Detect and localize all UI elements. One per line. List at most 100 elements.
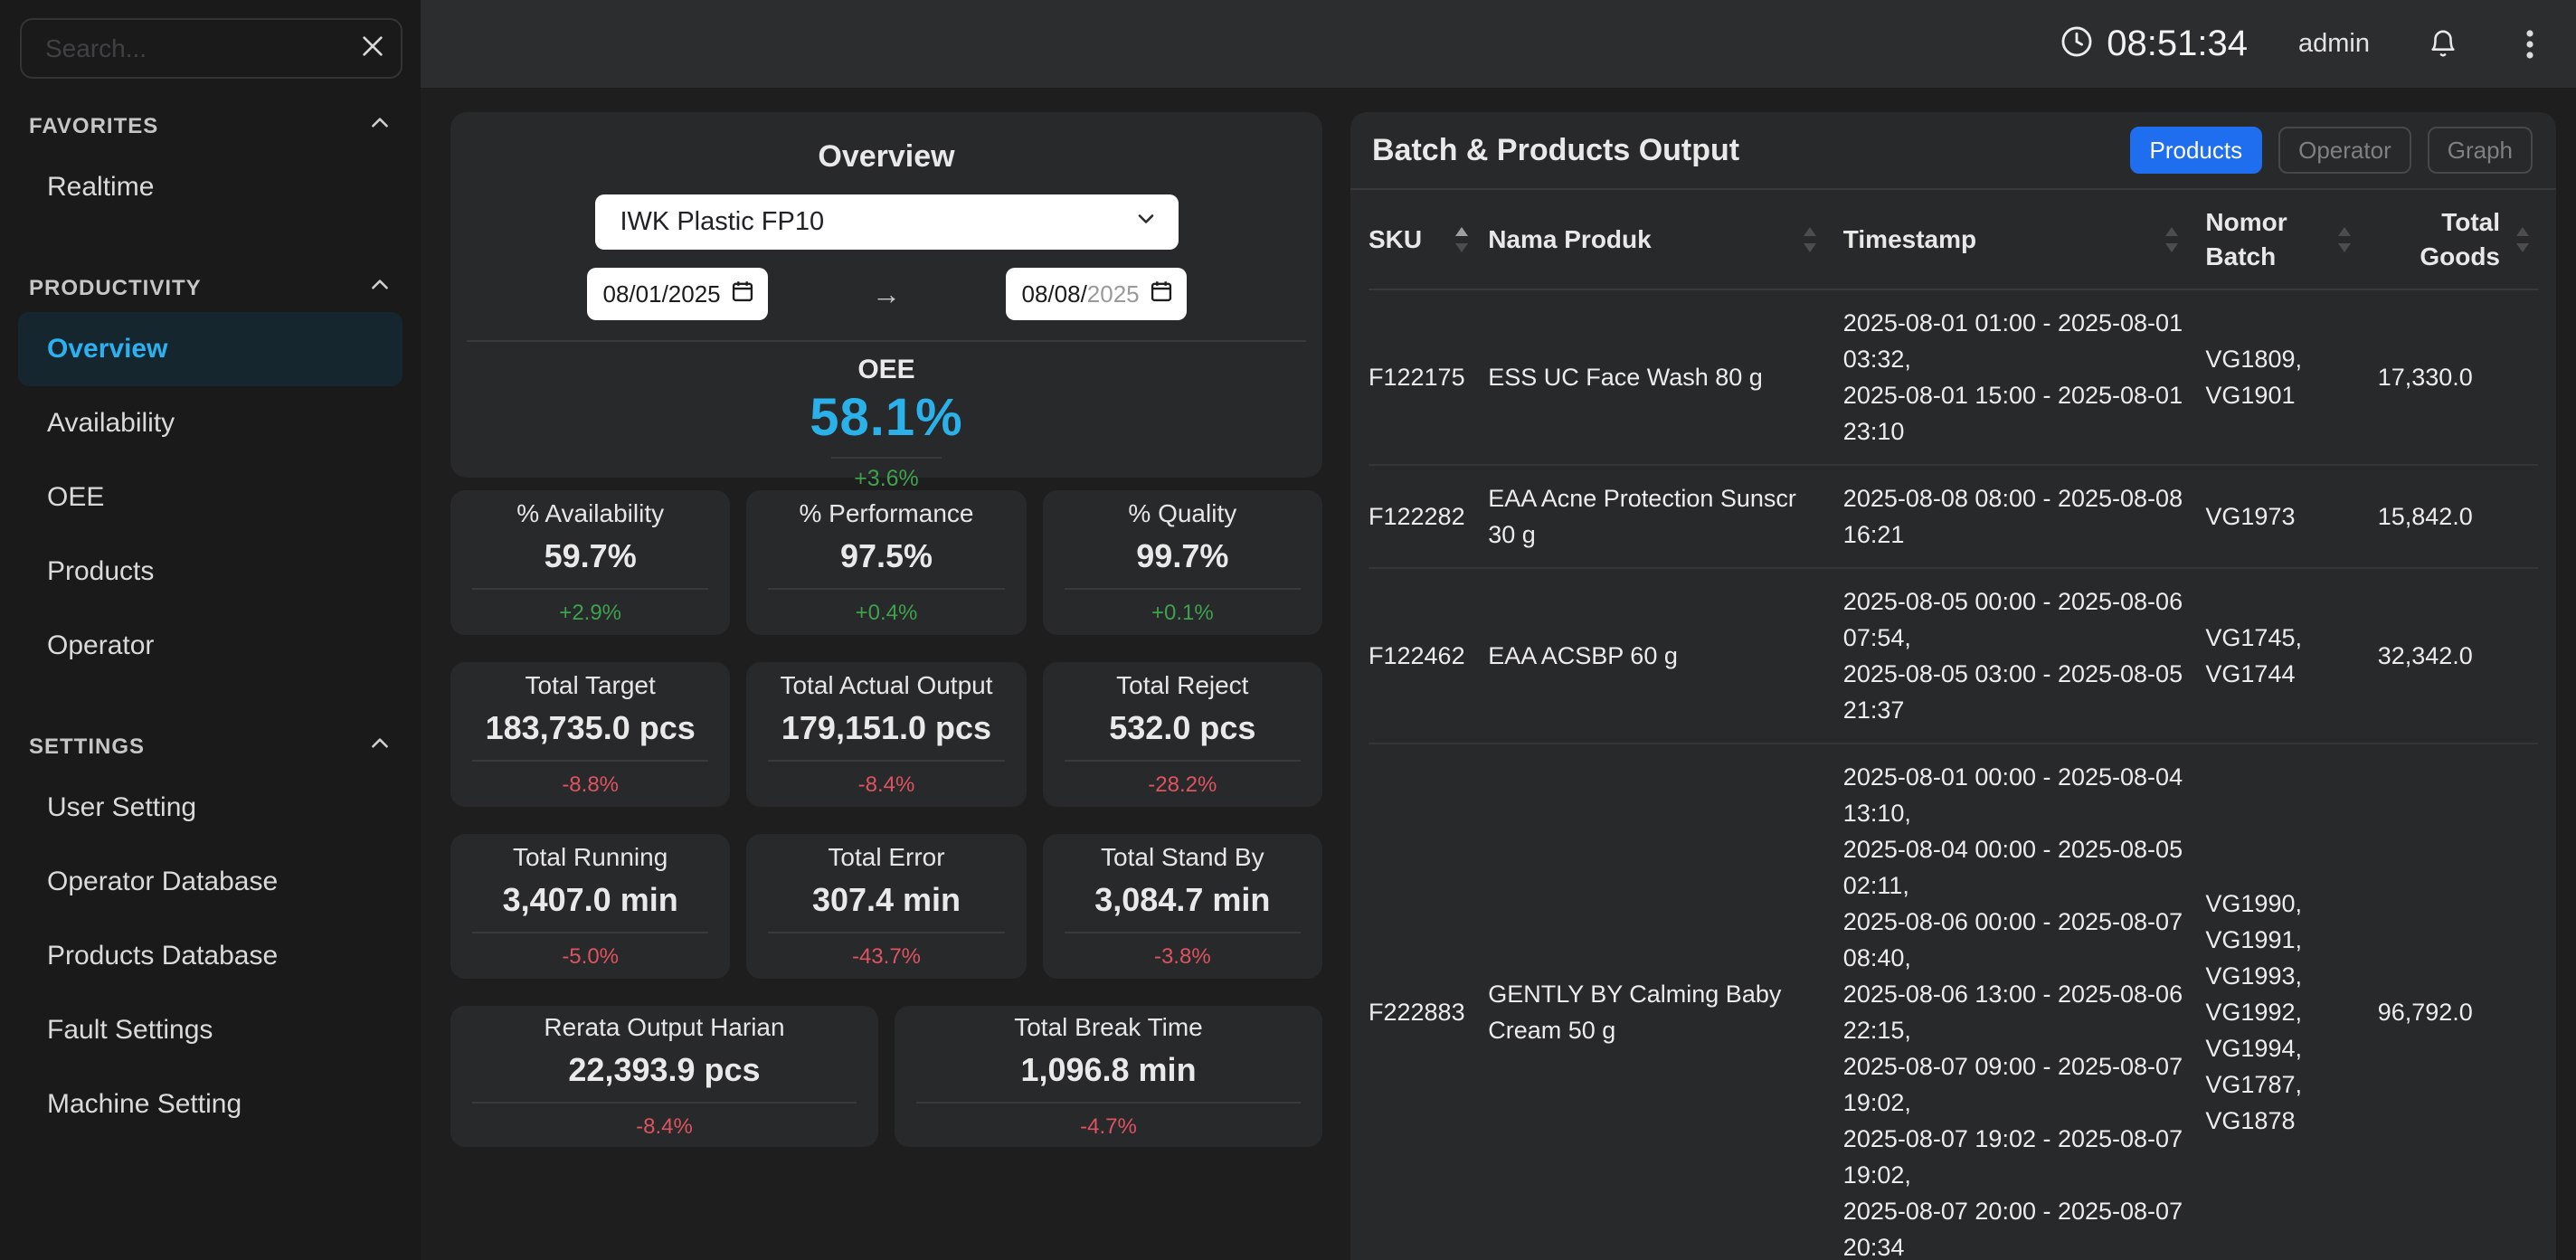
topbar: 08:51:34 admin (421, 0, 2576, 88)
card-divider (472, 760, 709, 762)
cell-batches: VG1973 (2205, 465, 2378, 569)
tab-operator[interactable]: Operator (2278, 127, 2411, 174)
batch-number: VG1992, (2205, 999, 2302, 1026)
timestamp-range: 2025-08-05 00:00 - 2025-08-06 07:54, (1842, 588, 2183, 651)
sort-icon[interactable] (2514, 225, 2531, 254)
section-header-productivity[interactable]: PRODUCTIVITY (16, 273, 404, 303)
column-header-nama-produk[interactable]: Nama Produk (1488, 190, 1843, 290)
table-row[interactable]: F122462 EAA ACSBP 60 g 2025-08-05 00:00 - … (1368, 568, 2538, 744)
section-header-settings[interactable]: SETTINGS (16, 732, 404, 762)
sidebar-item-oee[interactable]: OEE (47, 482, 105, 512)
close-icon[interactable] (352, 25, 393, 67)
sidebar-item-products[interactable]: Products (47, 556, 155, 586)
overview-panel: Overview IWK Plastic FP10 08/01/2025 (450, 112, 1322, 491)
sidebar-sections: FAVORITES Realtime PRODUCTIVITY Overview Ava… (16, 111, 404, 1142)
column-header-total-goods[interactable]: Total Goods (2377, 190, 2538, 290)
sidebar-item-fault-settings[interactable]: Fault Settings (47, 1015, 213, 1045)
metric-value: 1,096.8 min (1020, 1051, 1197, 1088)
sidebar-item-availability[interactable]: Availability (47, 408, 175, 438)
timestamp-range: 2025-08-07 09:00 - 2025-08-07 19:02, (1842, 1053, 2183, 1116)
column-header-timestamp[interactable]: Timestamp (1842, 190, 2206, 290)
cell-batches: VG1990, VG1991, VG1993, VG1992, VG1994, VG178… (2205, 744, 2378, 1260)
search-input[interactable] (20, 18, 402, 79)
metric-delta: -3.8% (1153, 944, 1211, 969)
metric-card: % Quality 99.7% +0.1% (1042, 490, 1322, 635)
metric-value: 183,735.0 pcs (485, 709, 696, 746)
metric-label: Total Actual Output (780, 671, 993, 699)
user-menu[interactable]: admin (2298, 29, 2370, 58)
cell-product: ESS UC Face Wash 80 g (1488, 289, 1843, 466)
sidebar-item-realtime[interactable]: Realtime (47, 172, 155, 202)
sort-icon[interactable] (1454, 225, 1470, 254)
machine-select[interactable]: IWK Plastic FP10 (594, 194, 1179, 250)
search-row (20, 18, 402, 79)
metric-delta: -28.2% (1148, 772, 1217, 797)
notification-bell-icon[interactable] (2428, 29, 2458, 60)
metric-card: Total Error 307.4 min -43.7% (746, 834, 1027, 979)
sidebar-item-operator-database[interactable]: Operator Database (47, 867, 279, 896)
clock-icon (2060, 24, 2094, 63)
date-to-field[interactable]: 08/08/2025 (1005, 268, 1187, 320)
kebab-menu-icon[interactable] (2524, 28, 2536, 61)
content-area: Overview IWK Plastic FP10 08/01/2025 (421, 88, 2576, 1260)
date-range-row: 08/01/2025 → 08/08/2025 (586, 268, 1187, 320)
cell-timestamps: 2025-08-01 00:00 - 2025-08-04 13:10, 2025-… (1842, 744, 2206, 1260)
table-row[interactable]: F122175 ESS UC Face Wash 80 g 2025-08-01 0… (1368, 289, 2538, 466)
sort-icon[interactable] (2336, 225, 2353, 254)
column-header-content: SKU (1368, 225, 1488, 254)
card-divider (1064, 760, 1301, 762)
column-header-content: Nama Produk (1488, 225, 1843, 254)
sidebar-item-overview[interactable]: Overview (18, 312, 402, 386)
chevron-down-icon (1133, 206, 1159, 239)
cell-timestamps: 2025-08-05 00:00 - 2025-08-06 07:54, 2025-… (1842, 568, 2206, 744)
batch-number: VG1745, (2205, 624, 2302, 651)
metric-value: 59.7% (544, 537, 637, 574)
chevron-up-icon (368, 273, 392, 303)
machine-select-value: IWK Plastic FP10 (620, 207, 825, 236)
cell-sku: F122462 (1368, 568, 1489, 744)
metric-delta: +2.9% (559, 601, 622, 625)
column-header-sku[interactable]: SKU (1368, 190, 1489, 290)
column-header-nomor-batch[interactable]: Nomor Batch (2205, 190, 2378, 290)
batch-number: VG1993, (2205, 962, 2302, 990)
sort-icon[interactable] (2164, 225, 2180, 254)
timestamp-range: 2025-08-06 00:00 - 2025-08-07 08:40, (1842, 908, 2183, 971)
batch-number: VG1901 (2205, 382, 2296, 409)
metric-label: % Availability (516, 499, 665, 527)
sidebar-item-machine-setting[interactable]: Machine Setting (47, 1089, 242, 1119)
column-header-content: Nomor Batch (2205, 205, 2377, 274)
card-divider (1064, 588, 1301, 590)
metric-card: Total Reject 532.0 pcs -28.2% (1042, 662, 1322, 807)
sidebar-item-products-database[interactable]: Products Database (47, 941, 279, 971)
column-label: Nomor Batch (2205, 207, 2287, 270)
chevron-up-icon (368, 111, 392, 141)
tab-graph[interactable]: Graph (2427, 127, 2533, 174)
metric-card: Total Target 183,735.0 pcs -8.8% (450, 662, 731, 807)
cell-product: EAA ACSBP 60 g (1488, 568, 1843, 744)
timestamp-range: 2025-08-01 00:00 - 2025-08-04 13:10, (1842, 763, 2183, 827)
sort-icon[interactable] (1802, 225, 1818, 254)
metric-label: Total Stand By (1101, 843, 1264, 871)
metric-delta: -8.4% (636, 1114, 693, 1139)
tab-products[interactable]: Products (2129, 127, 2263, 174)
table-row[interactable]: F122282 EAA Acne Protection Sunscr 30 g 20… (1368, 465, 2538, 569)
sidebar-item-operator[interactable]: Operator (47, 630, 155, 660)
section-header-favorites[interactable]: FAVORITES (16, 111, 404, 141)
sidebar-section-settings: SETTINGS User Setting Operator Database Pro… (16, 732, 404, 1142)
metric-card: Total Running 3,407.0 min -5.0% (450, 834, 731, 979)
table-row[interactable]: F222883 GENTLY BY Calming Baby Cream 50 g… (1368, 744, 2538, 1260)
card-divider (768, 588, 1005, 590)
overview-column: Overview IWK Plastic FP10 08/01/2025 (450, 112, 1322, 1260)
batch-number: VG1809, (2205, 346, 2302, 373)
sidebar-item-user-setting[interactable]: User Setting (47, 792, 197, 822)
sidebar-item-list: Realtime (16, 150, 404, 224)
metric-delta: +0.1% (1151, 601, 1214, 625)
date-from-field[interactable]: 08/01/2025 (586, 268, 768, 320)
cell-total-goods: 17,330.0 (2377, 289, 2538, 466)
metric-value: 97.5% (839, 537, 933, 574)
metric-card: Rerata Output Harian 22,393.9 pcs -8.4% (450, 1006, 878, 1147)
timestamp-range: 2025-08-01 15:00 - 2025-08-01 23:10 (1842, 382, 2183, 445)
batch-number: VG1787, (2205, 1071, 2302, 1098)
oee-label: OEE (857, 355, 915, 384)
